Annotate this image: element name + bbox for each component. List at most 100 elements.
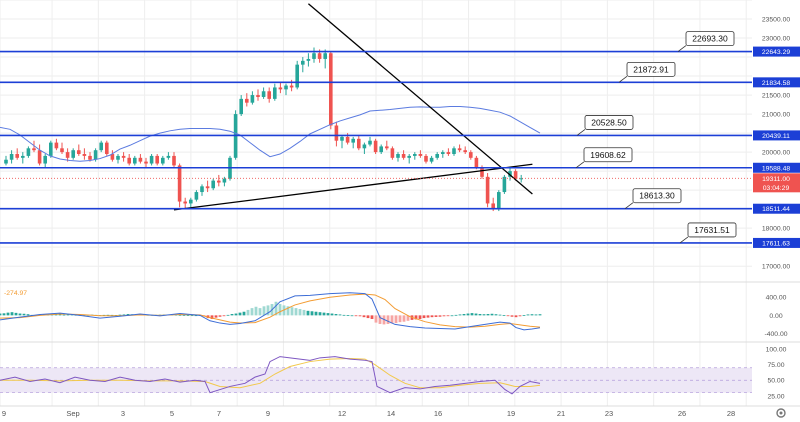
candle-body (49, 142, 53, 156)
time-tick-label: 26 (678, 409, 686, 418)
macd-histogram-bar (318, 312, 322, 316)
macd-histogram-bar (110, 314, 114, 316)
macd-histogram-bar (190, 315, 194, 317)
macd-histogram-bar (366, 315, 370, 319)
time-tick-label: 28 (727, 409, 735, 418)
macd-tick-label: 0.00 (769, 313, 782, 320)
macd-histogram-bar (462, 314, 466, 316)
macd-histogram-bar (510, 315, 514, 317)
level-price-tag (753, 46, 800, 57)
candle-body (71, 150, 75, 158)
macd-histogram-bar (422, 315, 426, 319)
time-tick-label: 5 (170, 409, 174, 418)
level-callout-label: 21872.91 (633, 64, 669, 74)
level-callout-box (626, 61, 676, 77)
candle-body (289, 85, 294, 88)
macd-histogram-bar (246, 309, 250, 316)
settings-icon[interactable] (776, 408, 786, 418)
price-tick-label: 17000.00 (762, 264, 791, 271)
support-resistance-levels[interactable] (0, 50, 752, 244)
level-callout-box (584, 115, 634, 130)
macd-histogram-bar (358, 315, 362, 317)
rsi-tick-label: 100.00 (766, 347, 787, 354)
candle-body (469, 152, 473, 158)
time-axis[interactable]: 9 Sep 3 5 7 9 12 14 16 19 21 23 26 28 (2, 409, 735, 418)
macd-histogram-bar (186, 315, 190, 316)
candle-body (457, 148, 462, 151)
level-price-label: 21834.58 (762, 80, 791, 87)
macd-histogram-bar (414, 315, 418, 320)
candle-body (480, 167, 484, 177)
candle-body (161, 157, 165, 164)
price-axis[interactable]: 22643.29 21834.58 20439.11 19588.48 18511.44… (753, 17, 800, 271)
candle-body (166, 155, 171, 158)
candle-body (373, 140, 378, 153)
macd-histogram-bar (178, 314, 182, 316)
candle-body (385, 146, 389, 149)
candle-body (418, 154, 423, 156)
candle-body (424, 155, 428, 162)
candle-body (250, 95, 255, 103)
macd-histogram-bar (490, 313, 494, 316)
macd-histogram-bar (258, 308, 262, 316)
trendlines (173, 3, 533, 211)
candle-body (435, 154, 439, 158)
macd-histogram-bar (338, 314, 342, 316)
candle-body (9, 154, 14, 160)
macd-histogram-bar (310, 311, 314, 316)
macd-histogram-bar (362, 315, 366, 318)
macd-histogram-bar (298, 309, 302, 316)
macd-histogram-bar (22, 313, 26, 316)
macd-histogram-bar (418, 315, 422, 319)
macd-histogram-bar (106, 314, 110, 316)
level-price-tag (753, 162, 800, 173)
macd-histogram-bar (478, 314, 482, 316)
macd-histogram-bar (306, 310, 310, 316)
candle-body (301, 60, 305, 65)
level-callout-box (583, 147, 633, 163)
time-tick-label: 14 (387, 409, 395, 418)
macd-histogram-bar (10, 312, 14, 316)
candle-body (99, 142, 103, 151)
candle-countdown-label: 03:04:29 (763, 185, 790, 192)
macd-histogram-bar (294, 308, 298, 316)
candle-body (172, 155, 176, 166)
macd-histogram-bar (526, 314, 530, 316)
level-callouts[interactable]: 22693.30 21872.91 20528.50 19608.62 18613.30… (575, 31, 737, 244)
callout-pointer (624, 202, 634, 210)
current-price-tag (753, 173, 800, 193)
macd-histogram-bar (26, 314, 30, 316)
callout-pointer (679, 236, 689, 244)
candle-body (217, 180, 221, 183)
moving-average-line (0, 105, 541, 162)
macd-histogram-bar (354, 315, 358, 317)
candle-body (284, 85, 288, 90)
macd-histogram-bar (290, 307, 294, 316)
macd-histogram-bar (254, 306, 258, 316)
candle-body (205, 186, 210, 189)
price-panel (4, 47, 523, 212)
candle-body (474, 157, 479, 168)
macd-histogram-bar (194, 315, 198, 317)
candle-body (513, 171, 518, 179)
macd-histogram-bar (514, 315, 518, 318)
macd-histogram-bar (6, 312, 10, 316)
candle-body (452, 148, 456, 155)
macd-histogram-bar (398, 315, 402, 323)
macd-histogram-bar (342, 314, 346, 316)
macd-histogram-bar (242, 311, 246, 316)
candle-body (312, 53, 316, 59)
macd-histogram-bar (386, 315, 390, 324)
candle-body (519, 178, 523, 180)
macd-histogram-bar (0, 313, 2, 316)
level-price-label: 22643.29 (762, 49, 791, 56)
macd-histogram-bar (518, 315, 522, 317)
macd-histogram-bar (58, 314, 62, 316)
candle-body (177, 165, 182, 202)
macd-tick-label: -400.00 (764, 331, 787, 338)
macd-histogram-bar (370, 315, 374, 319)
macd-histogram-bar (18, 313, 22, 316)
macd-histogram-bar (322, 312, 326, 316)
level-callout-box (632, 188, 682, 204)
